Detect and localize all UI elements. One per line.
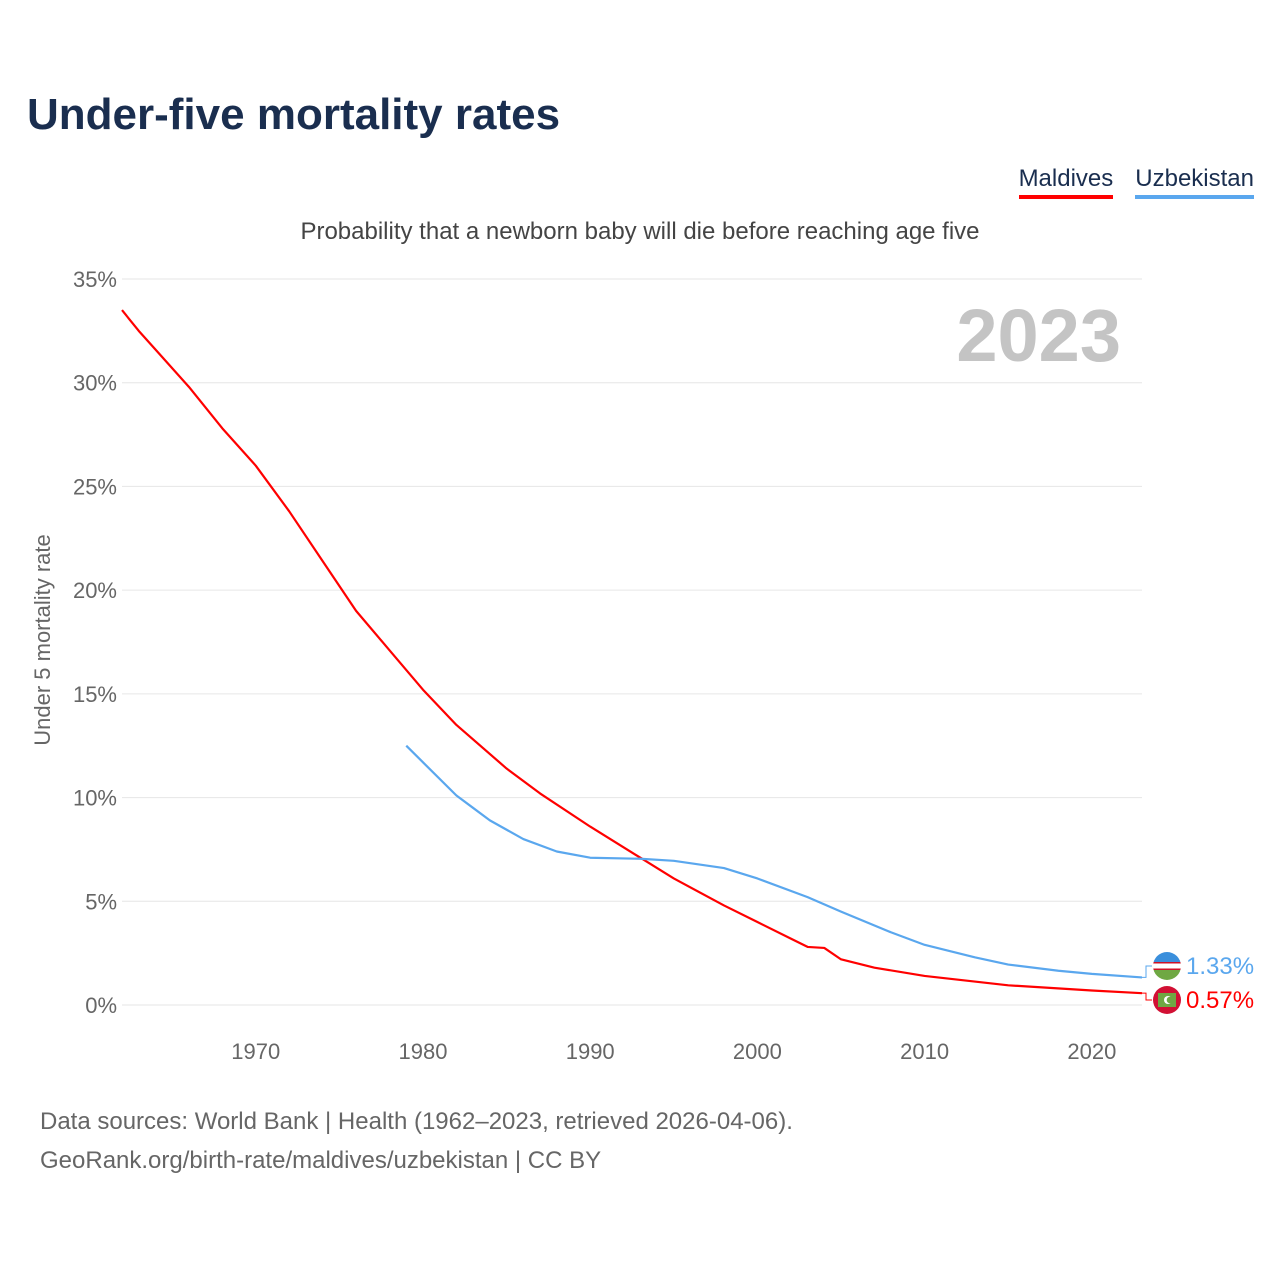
y-tick-label: 30% [73,371,117,396]
y-tick-label: 5% [85,889,117,914]
uzbekistan-end-label: 1.33% [1186,953,1254,980]
x-tick-label: 2000 [733,1039,782,1064]
y-tick-label: 10% [73,786,117,811]
label-connector [1142,992,1152,1001]
legend-item-uzbekistan[interactable]: Uzbekistan [1135,165,1254,199]
y-tick-label: 25% [73,474,117,499]
x-tick-label: 1980 [399,1039,448,1064]
maldives-end-label: 0.57% [1186,987,1254,1014]
y-tick-label: 20% [73,578,117,603]
legend: Maldives Uzbekistan [1018,165,1254,199]
x-tick-label: 1970 [231,1039,280,1064]
y-tick-label: 15% [73,682,117,707]
x-tick-label: 1990 [566,1039,615,1064]
x-tick-label: 2020 [1067,1039,1116,1064]
legend-item-maldives[interactable]: Maldives [1018,165,1114,199]
chart-title: Under-five mortality rates [27,90,561,139]
y-tick-label: 35% [73,267,117,292]
y-axis-label: Under 5 mortality rate [30,534,55,746]
y-tick-label: 0% [85,993,117,1018]
x-tick-label: 2010 [900,1039,949,1064]
uzbekistan-flag-icon [1153,952,1181,980]
maldives-flag-icon [1153,986,1181,1014]
series-line-uzbekistan[interactable] [405,744,1143,979]
chart-subtitle: Probability that a newborn baby will die… [300,218,980,245]
source-line-1: Data sources: World Bank | Health (1962–… [40,1108,793,1135]
source-line-2[interactable]: GeoRank.org/birth-rate/maldives/uzbekist… [40,1147,602,1174]
label-connector [1142,965,1152,978]
year-watermark: 2023 [956,294,1121,377]
series-line-maldives[interactable] [121,309,1143,995]
